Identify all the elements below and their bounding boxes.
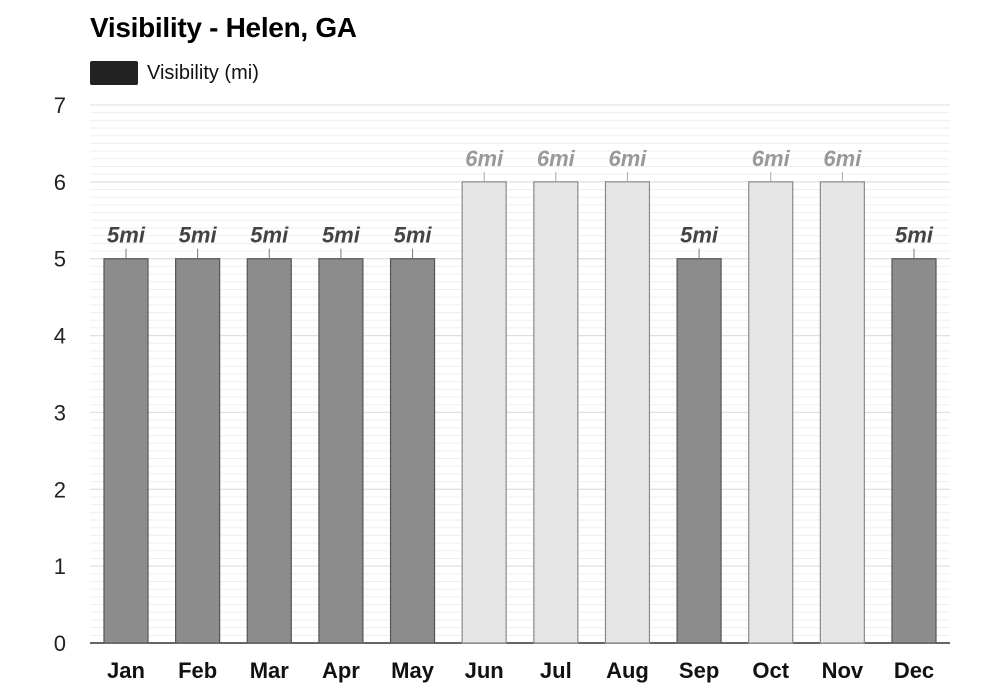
data-label-aug: 6mi bbox=[608, 146, 647, 171]
bar-sep bbox=[676, 258, 722, 644]
x-tick-label-jan: Jan bbox=[107, 658, 145, 683]
y-tick-label: 1 bbox=[54, 554, 66, 579]
bar-jan bbox=[103, 258, 149, 644]
data-label-oct: 6mi bbox=[752, 146, 791, 171]
y-tick-label: 7 bbox=[54, 93, 66, 118]
x-tick-label-apr: Apr bbox=[322, 658, 360, 683]
data-label-nov: 6mi bbox=[823, 146, 862, 171]
y-tick-label: 6 bbox=[54, 170, 66, 195]
data-label-jun: 6mi bbox=[465, 146, 504, 171]
bar-apr bbox=[318, 258, 364, 644]
bars: 5mi 5mi 5mi 5mi 5mi 6mi 6mi 6mi 5mi 6mi 6mi 5mi bbox=[103, 146, 937, 644]
bar-aug bbox=[604, 181, 651, 644]
bar-may bbox=[389, 258, 436, 644]
data-label-feb: 5mi bbox=[179, 223, 218, 248]
x-tick-label-oct: Oct bbox=[752, 658, 789, 683]
bar-mar bbox=[246, 258, 292, 644]
bar-dec bbox=[891, 258, 937, 644]
x-tick-label-feb: Feb bbox=[178, 658, 217, 683]
data-label-dec: 5mi bbox=[895, 223, 934, 248]
data-label-may: 5mi bbox=[394, 223, 433, 248]
x-tick-label-sep: Sep bbox=[679, 658, 719, 683]
y-tick-label: 4 bbox=[54, 324, 66, 349]
y-tick-label: 3 bbox=[54, 400, 66, 425]
data-label-jan: 5mi bbox=[107, 223, 146, 248]
x-tick-label-aug: Aug bbox=[606, 658, 649, 683]
x-tick-label-jul: Jul bbox=[540, 658, 572, 683]
y-tick-label: 0 bbox=[54, 631, 66, 656]
y-tick-label: 2 bbox=[54, 477, 66, 502]
legend-label: Visibility (mi) bbox=[147, 61, 259, 84]
y-tick-label: 5 bbox=[54, 247, 66, 272]
data-label-apr: 5mi bbox=[322, 223, 361, 248]
bar-jun bbox=[461, 181, 507, 644]
x-tick-label-jun: Jun bbox=[465, 658, 504, 683]
legend-swatch bbox=[90, 61, 138, 85]
y-axis: 0 1 2 3 4 5 6 7 bbox=[54, 93, 950, 656]
x-axis: Jan Feb Mar Apr May Jun Jul Aug Sep Oct Nov Dec bbox=[107, 658, 934, 683]
x-tick-label-nov: Nov bbox=[822, 658, 864, 683]
x-tick-label-dec: Dec bbox=[894, 658, 934, 683]
data-label-mar: 5mi bbox=[250, 223, 289, 248]
bar-jul bbox=[533, 181, 579, 644]
grid-lines bbox=[90, 104, 950, 644]
bar-feb bbox=[175, 258, 221, 644]
bar-nov bbox=[819, 181, 865, 644]
x-tick-label-mar: Mar bbox=[250, 658, 290, 683]
chart-title: Visibility - Helen, GA bbox=[90, 12, 357, 43]
legend: Visibility (mi) bbox=[90, 61, 259, 85]
bar-oct bbox=[748, 181, 794, 644]
data-label-jul: 6mi bbox=[537, 146, 576, 171]
data-label-sep: 5mi bbox=[680, 223, 719, 248]
x-tick-label-may: May bbox=[391, 658, 435, 683]
